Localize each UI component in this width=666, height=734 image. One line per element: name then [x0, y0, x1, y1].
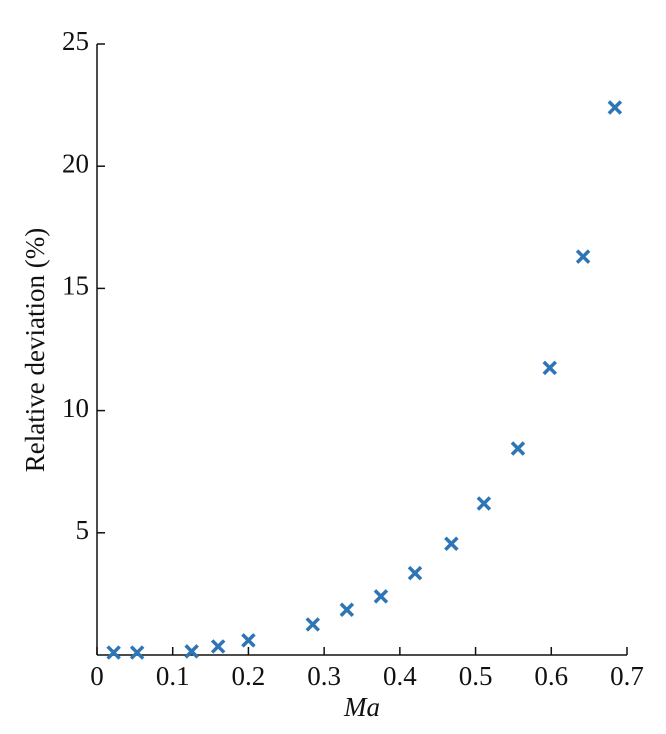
marker [542, 360, 558, 376]
y-tick-label: 20 [62, 148, 89, 178]
marker [305, 617, 321, 632]
marker [476, 496, 492, 511]
marker [575, 249, 591, 264]
marker [510, 441, 526, 456]
x-tick-label: 0.3 [307, 661, 341, 691]
x-tick-label: 0.1 [156, 661, 190, 691]
y-tick-label: 5 [76, 515, 90, 545]
y-tick-label: 10 [62, 393, 89, 423]
y-axis-label: Relative deviation (%) [20, 228, 50, 472]
x-tick-label: 0.7 [610, 661, 644, 691]
marker [407, 565, 423, 581]
marker [184, 644, 199, 659]
marker [106, 645, 121, 660]
marker [444, 536, 459, 552]
marker [210, 639, 226, 654]
x-axis-label: Ma [343, 692, 380, 722]
y-tick-label: 25 [62, 26, 89, 56]
x-tick-label: 0 [90, 661, 104, 691]
marker [607, 100, 623, 115]
y-tick-label: 15 [62, 271, 89, 301]
marker [129, 645, 145, 660]
x-tick-label: 0.6 [534, 661, 568, 691]
x-tick-label: 0.5 [459, 661, 493, 691]
marker [373, 589, 389, 604]
marker [339, 602, 355, 618]
x-tick-label: 0.2 [232, 661, 266, 691]
marker [241, 633, 256, 648]
x-tick-label: 0.4 [383, 661, 417, 691]
